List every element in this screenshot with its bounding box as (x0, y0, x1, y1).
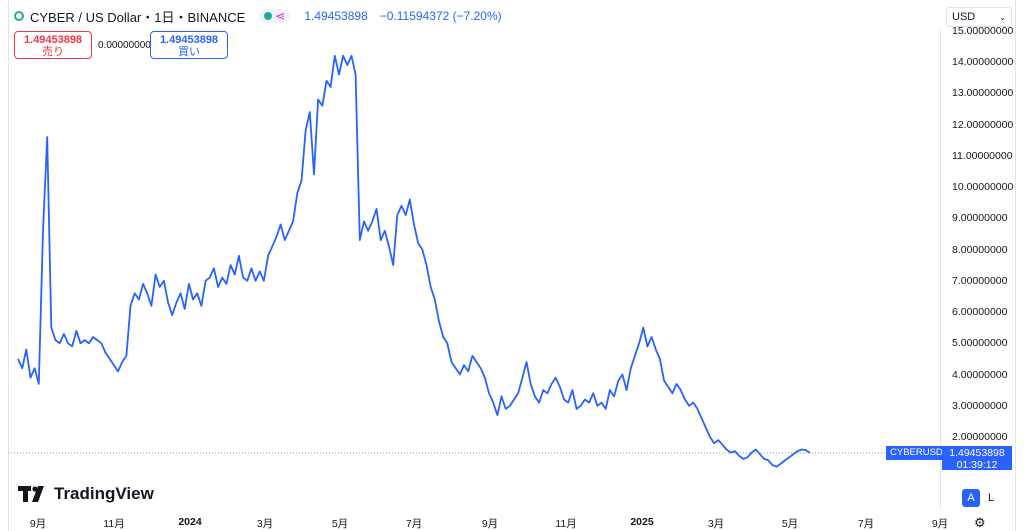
currency-select[interactable]: USD ⌄ (946, 7, 1012, 27)
header-price: 1.49453898 (304, 9, 368, 23)
sell-button[interactable]: 1.49453898 売り (14, 31, 92, 59)
last-price-value: 1.49453898 (949, 447, 1005, 459)
x-tick-label: 2024 (178, 516, 202, 528)
y-tick-label: 13.00000000 (952, 87, 1014, 100)
tradingview-logo-icon (18, 486, 44, 502)
tradingview-logo[interactable]: TradingView (18, 484, 154, 504)
x-tick-label: 11月 (103, 518, 125, 530)
y-tick-label: 9.00000000 (952, 212, 1008, 225)
brand-name: TradingView (54, 484, 154, 503)
spread-value: 0.00000000 (98, 40, 151, 51)
countdown-timer: 01:39:12 (956, 459, 998, 471)
chevron-down-icon: ⌄ (999, 12, 1006, 22)
buy-label: 買い (178, 46, 200, 58)
x-tick-label: 2025 (630, 516, 654, 528)
x-tick-label: 3月 (707, 518, 725, 530)
sell-price: 1.49453898 (23, 34, 83, 46)
y-tick-label: 5.00000000 (952, 337, 1008, 350)
x-tick-label: 9月 (931, 518, 949, 530)
share-icon: ⋖ (275, 9, 286, 23)
x-tick-label: 5月 (781, 518, 799, 530)
y-tick-label: 10.00000000 (952, 181, 1014, 193)
log-scale-button[interactable]: L (987, 492, 995, 504)
symbol-tag: CYBERUSD (886, 446, 947, 460)
y-tick-label: 12.00000000 (952, 118, 1014, 131)
y-tick-label: 14.00000000 (952, 56, 1014, 68)
price-series-line (17, 54, 811, 468)
x-tick-label: 5月 (331, 518, 349, 530)
y-tick-label: 2.00000000 (952, 431, 1008, 443)
y-tick-label: 6.00000000 (952, 306, 1008, 318)
symbol-title[interactable]: CYBER / US Dollar・1日・BINANCE (30, 9, 246, 25)
auto-scale-button[interactable]: A (962, 489, 980, 507)
buy-button[interactable]: 1.49453898 買い (150, 31, 228, 59)
x-tick-label: 3月 (256, 518, 274, 530)
y-tick-label: 4.00000000 (952, 368, 1008, 381)
x-tick-label: 9月 (481, 518, 499, 530)
y-tick-label: 7.00000000 (952, 274, 1008, 287)
x-tick-label: 11月 (555, 518, 577, 530)
status-pill[interactable]: ⋖ (259, 9, 291, 23)
x-tick-label: 9月 (29, 518, 47, 530)
buy-price: 1.49453898 (159, 34, 219, 46)
header-change: −0.11594372 (−7.20%) (379, 9, 502, 23)
price-axis-divider (940, 30, 941, 508)
y-tick-label: 11.00000000 (952, 149, 1013, 162)
chart-frame (8, 0, 1016, 531)
chart-header: CYBER / US Dollar・1日・BINANCE ⋖ 1.4945389… (14, 6, 502, 26)
x-tick-label: 7月 (405, 518, 423, 530)
currency-value: USD (952, 11, 976, 23)
y-tick-label: 3.00000000 (952, 399, 1008, 412)
x-tick-label: 7月 (857, 518, 875, 530)
y-tick-label: 15.00000000 (952, 24, 1014, 37)
last-price-badge: 1.49453898 01:39:12 (942, 446, 1012, 471)
market-open-icon (14, 11, 24, 21)
gear-icon[interactable]: ⚙ (974, 515, 986, 530)
sell-label: 売り (42, 46, 64, 58)
status-dot-icon (264, 12, 273, 20)
y-tick-label: 8.00000000 (952, 243, 1008, 256)
